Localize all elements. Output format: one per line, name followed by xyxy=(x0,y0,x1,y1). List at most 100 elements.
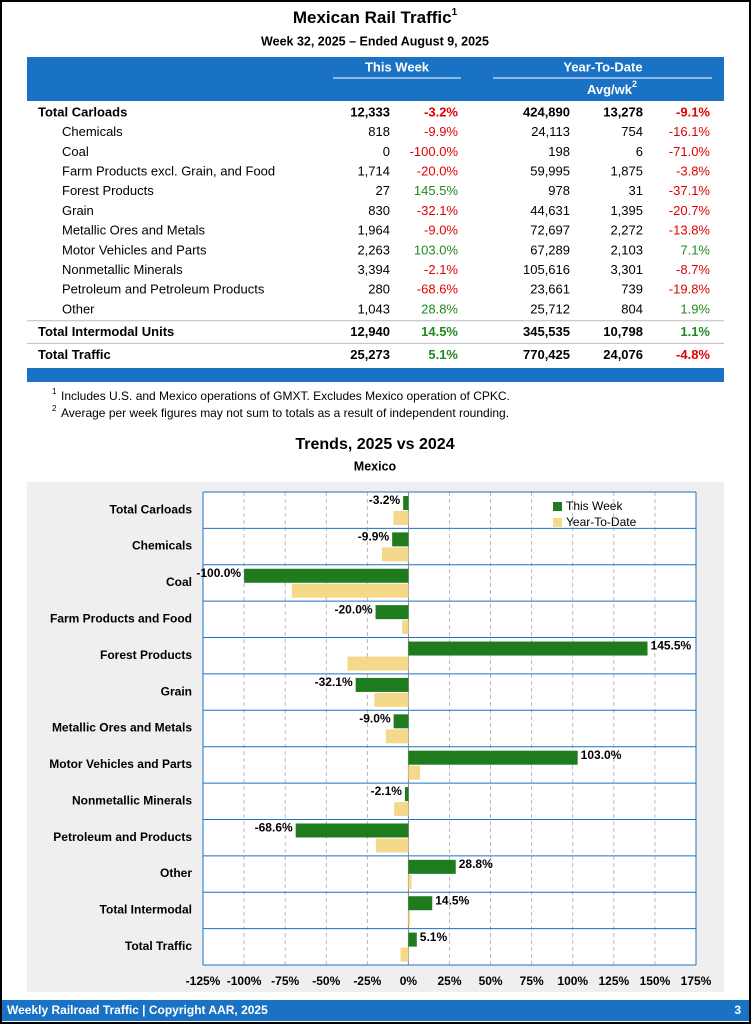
bar xyxy=(375,838,409,853)
column-header-note: 2 xyxy=(632,79,637,89)
title: Mexican Rail Traffic1 xyxy=(293,7,458,28)
table-cell: 27 xyxy=(376,183,390,198)
table-cell: 13,278 xyxy=(603,104,643,119)
table-cell: -20.0% xyxy=(417,164,459,179)
bar xyxy=(392,532,409,547)
table-cell: -3.2% xyxy=(424,104,458,119)
row-label: Chemicals xyxy=(62,124,123,139)
data-label: -100.0% xyxy=(196,566,241,580)
table-cell: -71.0% xyxy=(669,144,711,159)
bar xyxy=(408,859,456,874)
table-header-bar xyxy=(27,57,724,101)
bar xyxy=(393,714,409,729)
data-label: -3.2% xyxy=(369,493,401,507)
y-tick-label: Total Intermodal xyxy=(100,903,192,917)
title-note: 1 xyxy=(452,7,458,18)
table-cell: 1,875 xyxy=(610,164,643,179)
data-label: 28.8% xyxy=(459,857,493,871)
table-cell: -20.7% xyxy=(669,203,711,218)
table-cell: 25,712 xyxy=(530,301,570,316)
table-cell: 978 xyxy=(548,183,570,198)
bar xyxy=(408,765,421,780)
footnote-text: Average per week figures may not sum to … xyxy=(61,406,509,420)
row-label: Coal xyxy=(62,144,89,159)
table-cell: 31 xyxy=(629,183,643,198)
x-tick-label: -25% xyxy=(353,974,381,988)
bar xyxy=(244,568,409,583)
bar xyxy=(408,750,578,765)
y-tick-label: Chemicals xyxy=(132,539,192,553)
y-tick-label: Coal xyxy=(166,575,192,589)
legend-swatch xyxy=(553,502,562,511)
data-label: -32.1% xyxy=(315,675,353,689)
table-cell: 145.5% xyxy=(414,183,459,198)
group-header: Year-To-Date xyxy=(563,59,642,74)
table-cell: 2,272 xyxy=(610,223,643,238)
bar xyxy=(408,911,411,926)
bar xyxy=(394,802,409,817)
legend-swatch xyxy=(553,518,562,527)
bar xyxy=(408,932,417,947)
table-cell: -13.8% xyxy=(669,223,711,238)
table-cell: 28.8% xyxy=(421,301,458,316)
table-cell: -8.7% xyxy=(676,262,710,277)
row-label: Petroleum and Petroleum Products xyxy=(62,282,265,297)
table-cell: 103.0% xyxy=(414,242,459,257)
data-label: 103.0% xyxy=(581,748,622,762)
row-label: Total Carloads xyxy=(38,104,127,119)
column-header: Avg/wk2 xyxy=(587,79,637,97)
bar xyxy=(374,692,409,707)
subtitle: Week 32, 2025 – Ended August 9, 2025 xyxy=(261,34,489,48)
footer-right: 3 xyxy=(734,1003,741,1017)
chart-title: Trends, 2025 vs 2024 xyxy=(295,436,454,453)
table-cell: 5.1% xyxy=(428,347,458,362)
data-label: -20.0% xyxy=(335,602,373,616)
footnote-text: Includes U.S. and Mexico operations of G… xyxy=(61,389,510,403)
table-cell: 25,273 xyxy=(350,347,390,362)
chart-subtitle: Mexico xyxy=(354,459,397,473)
footnote-mark: 1 xyxy=(52,387,57,396)
table-cell: 3,394 xyxy=(357,262,390,277)
table-cell: 10,798 xyxy=(603,324,643,339)
table-cell: -32.1% xyxy=(417,203,459,218)
y-tick-label: Grain xyxy=(161,684,192,698)
bar xyxy=(355,677,409,692)
bar xyxy=(400,947,409,962)
table-cell: 1.9% xyxy=(680,301,710,316)
table-cell: -3.8% xyxy=(676,164,710,179)
table-cell: 59,995 xyxy=(530,164,570,179)
y-tick-label: Petroleum and Products xyxy=(53,830,192,844)
table-cell: 2,263 xyxy=(357,242,390,257)
row-label: Farm Products excl. Grain, and Food xyxy=(62,164,275,179)
table-cell: 804 xyxy=(621,301,643,316)
table-cell: 280 xyxy=(368,282,390,297)
table-cell: -37.1% xyxy=(669,183,711,198)
group-header: This Week xyxy=(365,59,430,74)
data-label: 5.1% xyxy=(420,930,448,944)
bar xyxy=(408,641,648,656)
legend-label: Year-To-Date xyxy=(566,515,637,529)
row-label: Metallic Ores and Metals xyxy=(62,223,206,238)
bar xyxy=(381,547,409,562)
x-tick-label: 75% xyxy=(520,974,544,988)
bar xyxy=(402,620,409,635)
y-tick-label: Nonmetallic Minerals xyxy=(72,793,192,807)
table-cell: -100.0% xyxy=(410,144,459,159)
row-label: Grain xyxy=(62,203,94,218)
table-bottom-bar xyxy=(27,368,724,382)
table-cell: 198 xyxy=(548,144,570,159)
table-cell: 1,964 xyxy=(357,223,390,238)
y-tick-label: Total Traffic xyxy=(125,939,192,953)
table-cell: 818 xyxy=(368,124,390,139)
footer-left: Weekly Railroad Traffic | Copyright AAR,… xyxy=(7,1003,268,1017)
table-cell: 754 xyxy=(621,124,643,139)
table-cell: 739 xyxy=(621,282,643,297)
title-text: Mexican Rail Traffic xyxy=(293,8,452,27)
table-cell: -68.6% xyxy=(417,282,459,297)
row-label: Motor Vehicles and Parts xyxy=(62,242,207,257)
table-cell: 345,535 xyxy=(523,324,570,339)
table-cell: 3,301 xyxy=(610,262,643,277)
data-label: -9.0% xyxy=(359,711,391,725)
row-label: Total Traffic xyxy=(38,347,111,362)
table-cell: 770,425 xyxy=(523,347,570,362)
